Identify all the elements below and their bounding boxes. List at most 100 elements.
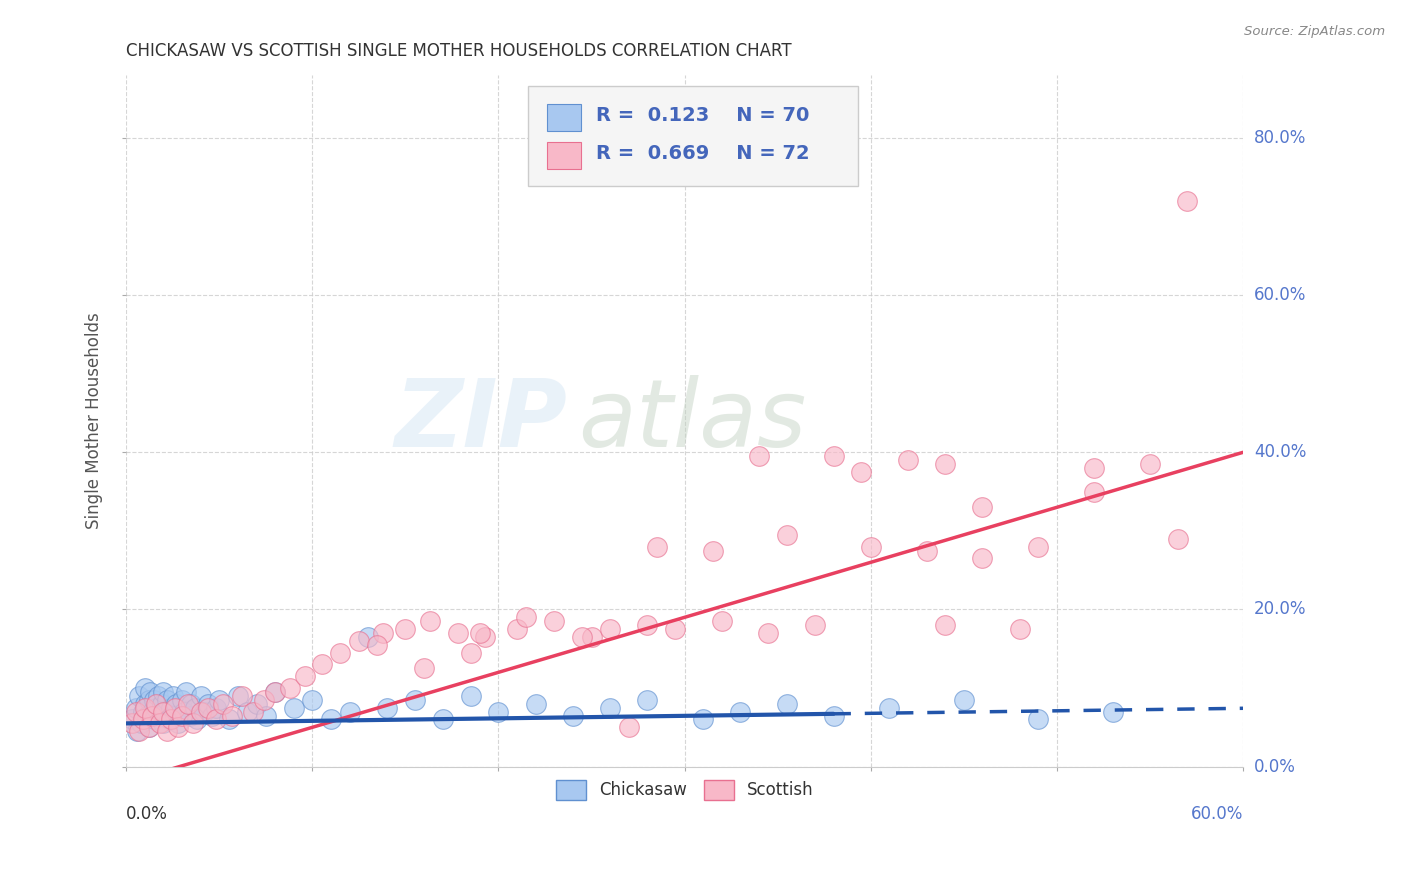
Point (1026, 540, 1049, 554)
Point (357, 630, 380, 644)
Point (1083, 484, 1105, 499)
Point (170, 708, 193, 723)
Point (460, 646, 482, 660)
Point (145, 700, 167, 714)
Point (278, 681, 301, 695)
Point (311, 657, 333, 672)
Point (347, 633, 370, 648)
Point (934, 618, 956, 632)
Point (419, 614, 441, 628)
Point (339, 705, 361, 719)
Point (1026, 713, 1049, 727)
Point (543, 614, 565, 628)
Point (152, 705, 174, 719)
Point (468, 626, 491, 640)
Point (208, 693, 231, 707)
Point (1101, 705, 1123, 719)
Point (190, 705, 212, 719)
Point (138, 720, 160, 734)
Point (413, 661, 436, 675)
Point (204, 700, 226, 714)
Point (152, 685, 174, 699)
Point (283, 700, 305, 714)
Point (972, 500, 994, 515)
Point (264, 685, 287, 699)
Point (524, 697, 547, 711)
Point (167, 720, 190, 734)
Text: 60.0%: 60.0% (1191, 805, 1243, 823)
Point (145, 697, 167, 711)
Text: 0.0%: 0.0% (127, 805, 169, 823)
Point (934, 457, 956, 471)
Point (758, 626, 780, 640)
Point (139, 685, 162, 699)
Point (561, 708, 583, 723)
Point (181, 716, 204, 731)
Point (184, 700, 207, 714)
Point (474, 630, 496, 644)
Point (254, 708, 277, 723)
Point (128, 689, 150, 703)
Text: 40.0%: 40.0% (1254, 443, 1306, 461)
Point (460, 689, 482, 703)
Point (221, 708, 243, 723)
Bar (547, 104, 581, 130)
Point (972, 551, 994, 566)
Point (645, 540, 668, 554)
Point (915, 543, 938, 558)
Point (149, 708, 172, 723)
Point (121, 713, 143, 727)
Point (157, 713, 180, 727)
Point (897, 453, 920, 467)
Point (432, 713, 454, 727)
Point (160, 700, 183, 714)
Point (664, 622, 686, 636)
Point (128, 724, 150, 739)
Point (197, 697, 219, 711)
Point (1167, 532, 1189, 546)
Point (127, 724, 149, 739)
Point (156, 693, 179, 707)
Point (129, 716, 152, 731)
Point (121, 716, 143, 731)
Point (851, 465, 873, 479)
Point (186, 713, 208, 727)
Text: atlas: atlas (578, 376, 807, 467)
Point (150, 697, 173, 711)
Point (617, 720, 640, 734)
Point (138, 693, 160, 707)
Text: 60.0%: 60.0% (1254, 286, 1306, 304)
Text: 80.0%: 80.0% (1254, 129, 1306, 147)
Point (166, 697, 188, 711)
Point (488, 705, 510, 719)
Point (702, 543, 724, 558)
Bar (547, 142, 581, 169)
Point (162, 689, 184, 703)
Point (301, 693, 323, 707)
Point (245, 697, 267, 711)
Point (692, 713, 714, 727)
Point (242, 705, 264, 719)
Point (167, 716, 190, 731)
Point (124, 700, 146, 714)
Point (218, 713, 240, 727)
Point (160, 713, 183, 727)
Point (375, 700, 398, 714)
Point (1008, 622, 1031, 636)
Point (366, 638, 388, 652)
Point (253, 693, 276, 707)
Point (132, 713, 155, 727)
Point (404, 693, 426, 707)
Point (446, 626, 468, 640)
Point (859, 540, 882, 554)
Point (394, 622, 416, 636)
Point (149, 716, 172, 731)
Point (204, 713, 226, 727)
Point (197, 700, 219, 714)
Point (804, 618, 827, 632)
Point (1083, 461, 1105, 475)
Text: R =  0.123    N = 70: R = 0.123 N = 70 (596, 106, 810, 125)
Point (1139, 457, 1161, 471)
Point (170, 693, 193, 707)
Point (180, 697, 202, 711)
